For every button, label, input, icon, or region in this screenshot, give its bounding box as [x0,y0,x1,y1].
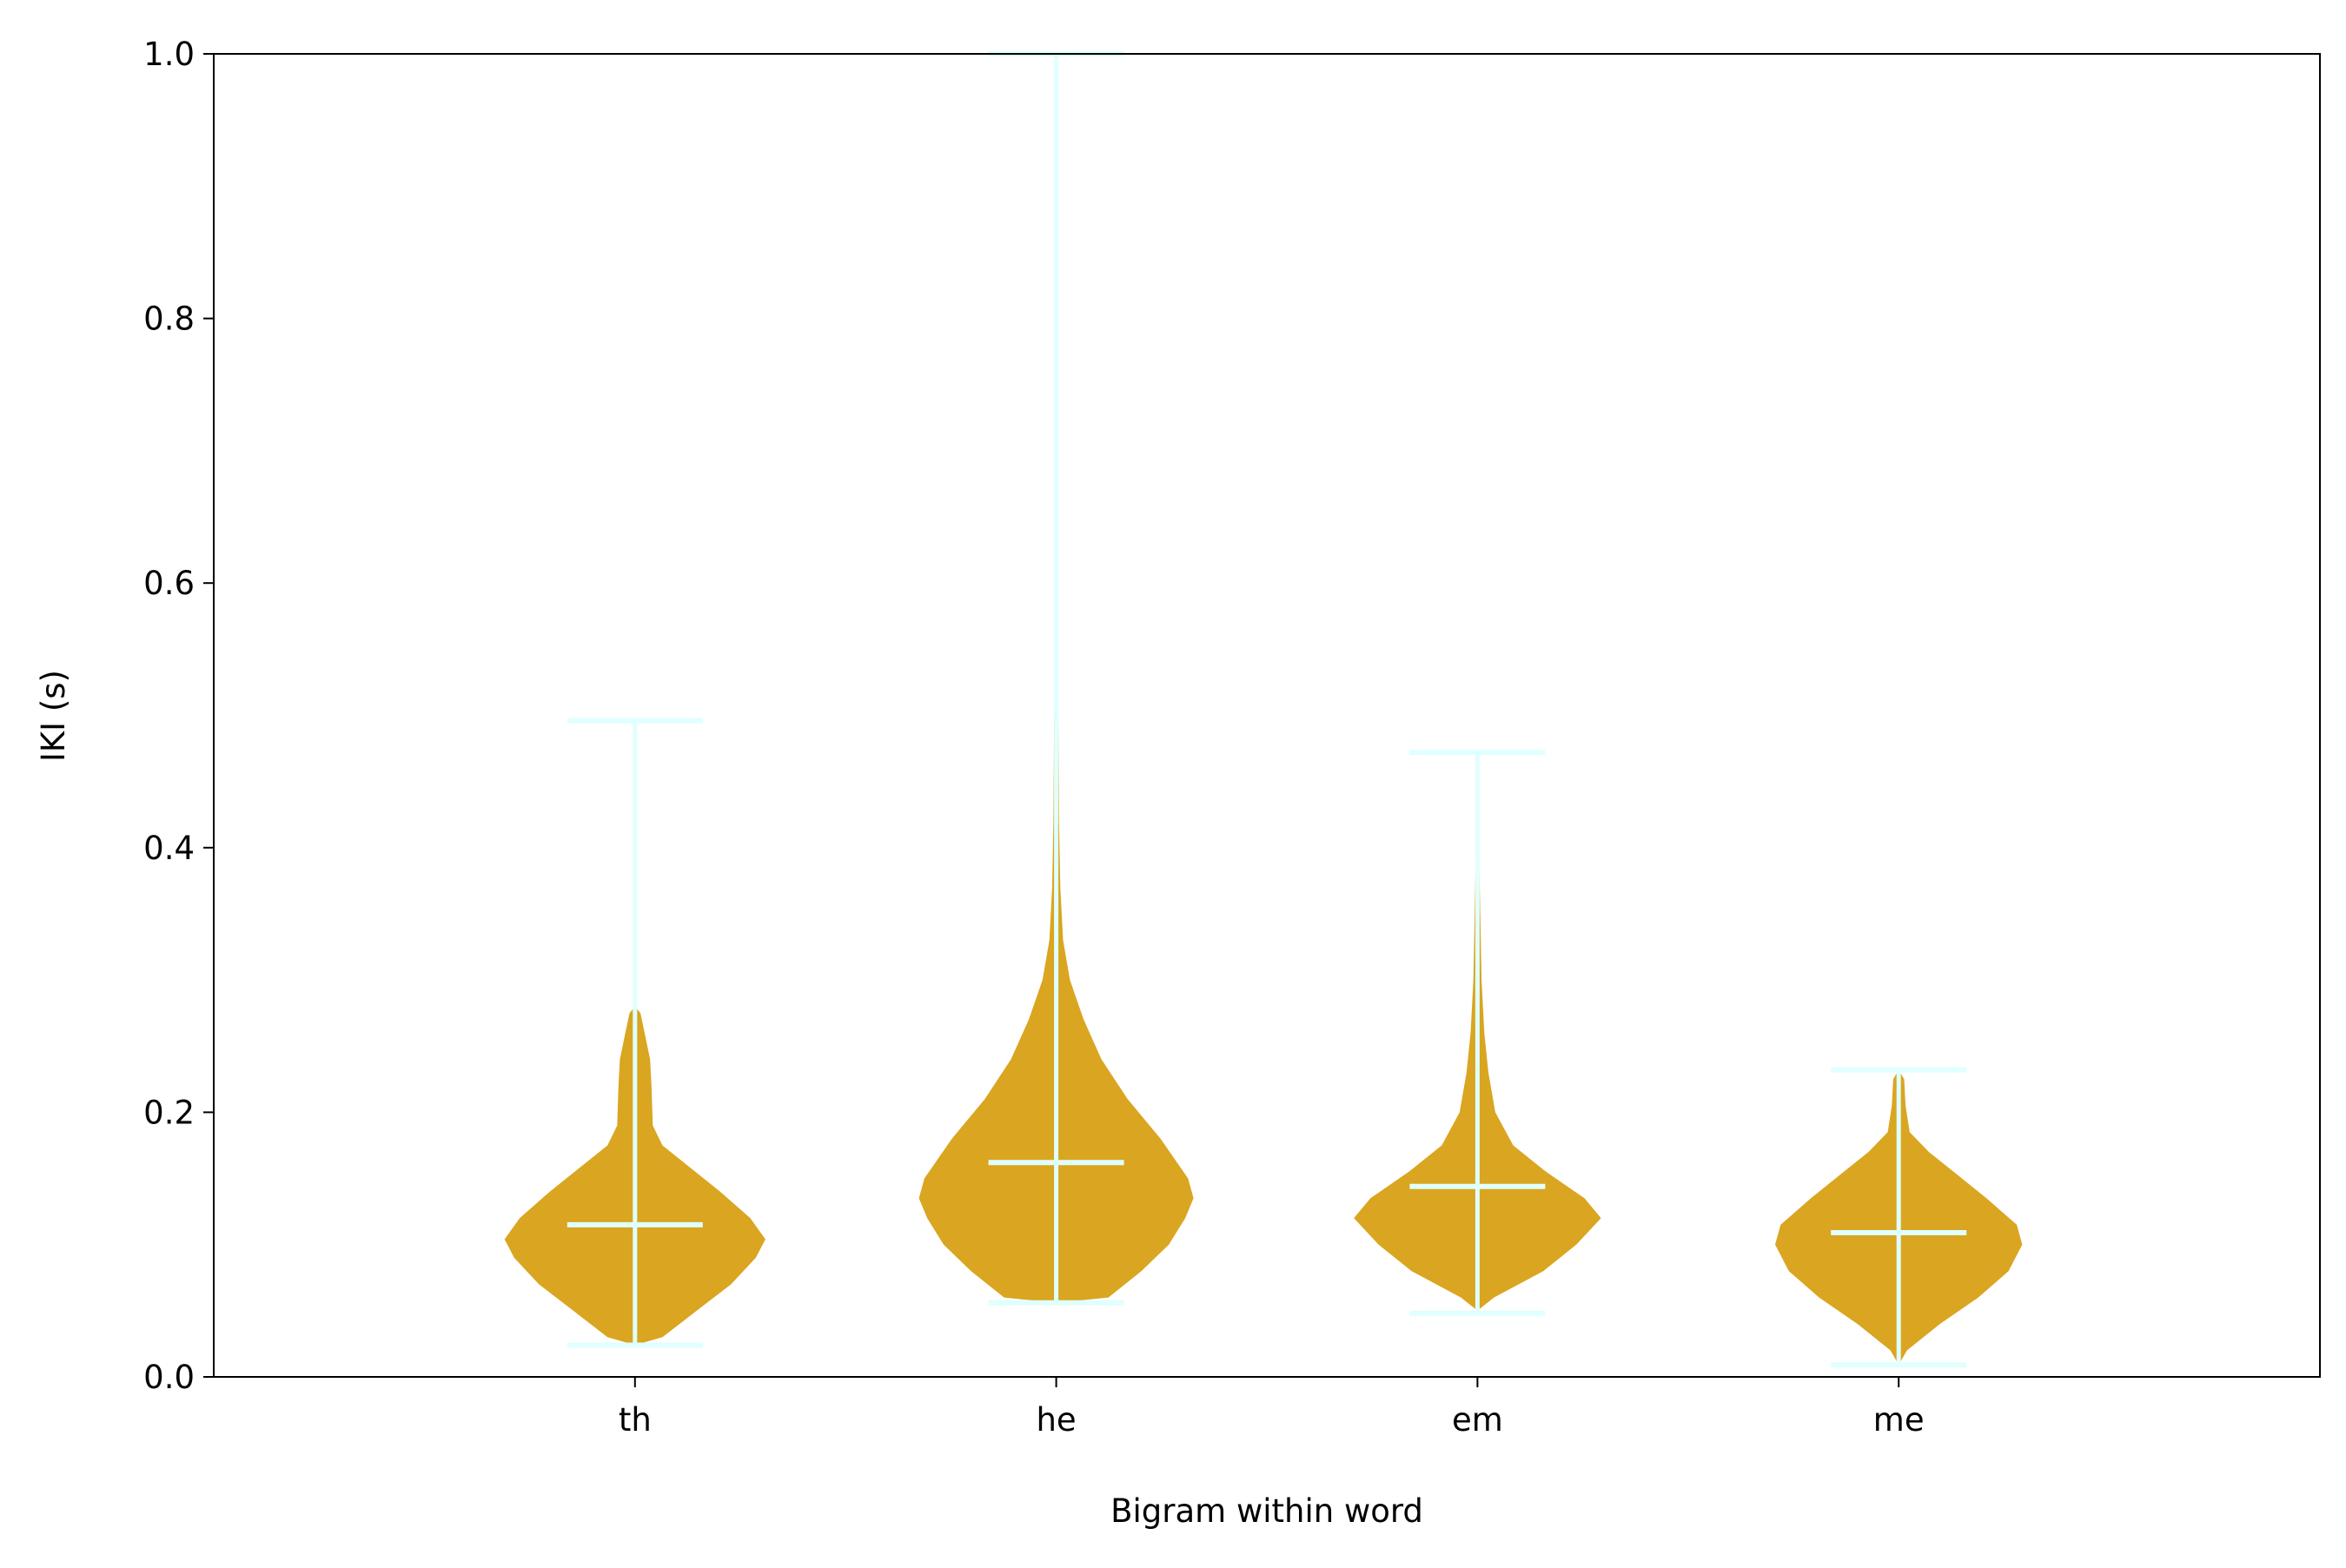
y-tick-label: 1.0 [143,36,195,73]
y-tick-label: 0.8 [143,301,195,338]
x-tick-label-he: he [1036,1401,1076,1439]
y-axis-label: IKI (s) [35,670,72,762]
x-tick-label-me: me [1873,1401,1925,1439]
x-axis-ticks: th he em me [619,1377,1925,1439]
x-axis-label: Bigram within word [1110,1492,1423,1530]
y-tick-label: 0.6 [143,565,195,602]
x-tick-label-em: em [1452,1401,1503,1439]
y-tick-label: 0.0 [143,1359,195,1396]
violins-layer [504,662,2023,1366]
statistics-lines-layer [567,51,1967,1368]
y-tick-label: 0.2 [143,1094,195,1131]
x-tick-label-th: th [619,1401,652,1439]
plot-frame [213,53,2321,1378]
y-tick-label: 0.4 [143,830,195,867]
y-axis-ticks: 0.0 0.2 0.4 0.6 0.8 1.0 [143,36,214,1396]
